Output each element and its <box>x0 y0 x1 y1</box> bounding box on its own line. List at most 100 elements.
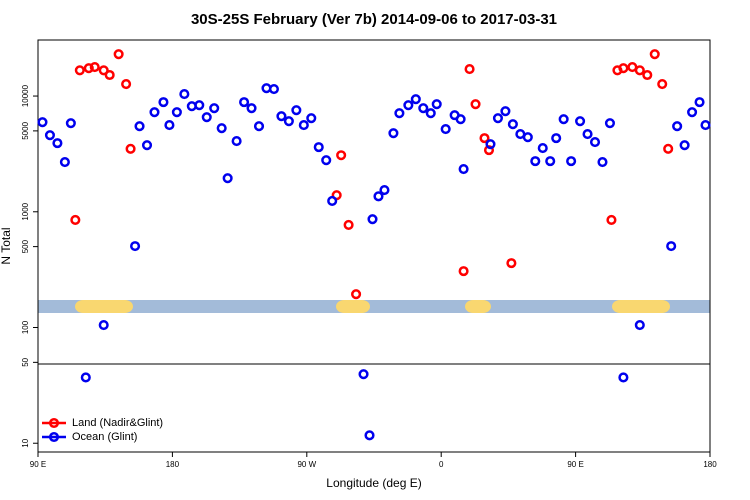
data-point <box>566 156 577 167</box>
data-point <box>388 128 399 139</box>
data-point <box>321 155 332 166</box>
y-tick-label: 1000 <box>21 202 30 220</box>
data-point <box>582 129 593 140</box>
y-tick-label: 500 <box>21 239 30 253</box>
data-point <box>313 142 324 153</box>
data-point <box>70 214 81 225</box>
y-tick-label: 5000 <box>21 121 30 139</box>
data-point <box>470 99 481 110</box>
data-point <box>364 430 375 441</box>
x-tick-label: 90 W <box>297 460 316 469</box>
x-tick-label: 180 <box>703 460 717 469</box>
data-point <box>694 97 705 108</box>
ocean-strip <box>38 300 710 313</box>
data-point <box>464 64 475 75</box>
data-point <box>283 116 294 127</box>
plot-frame <box>37 39 711 453</box>
data-point <box>327 195 338 207</box>
data-point <box>458 266 469 277</box>
data-point <box>246 103 257 114</box>
legend-marker <box>48 417 60 429</box>
data-point <box>222 173 233 184</box>
surface-strip <box>38 300 710 313</box>
data-point <box>606 214 617 225</box>
x-tick-label: 0 <box>439 460 444 469</box>
data-point <box>367 214 378 225</box>
x-tick-label: 180 <box>166 460 180 469</box>
land-segment <box>336 300 370 313</box>
data-point <box>336 150 347 161</box>
data-point <box>679 140 690 151</box>
data-point <box>700 120 711 131</box>
x-tick-label: 90 E <box>30 460 46 469</box>
data-point <box>410 94 421 105</box>
y-tick-label: 10000 <box>21 84 30 107</box>
data-point <box>522 132 533 143</box>
data-point <box>403 100 414 111</box>
data-point <box>642 69 653 81</box>
data-point <box>351 289 362 300</box>
data-point <box>52 138 63 149</box>
chart-title: 30S-25S February (Ver 7b) 2014-09-06 to … <box>191 11 557 28</box>
data-point <box>394 108 405 119</box>
data-point <box>418 103 429 114</box>
data-point <box>485 139 496 150</box>
x-axis-label: Longitude (deg E) <box>326 476 421 490</box>
data-point <box>492 113 503 124</box>
data-point <box>455 114 466 125</box>
data-point <box>80 372 91 383</box>
data-point <box>239 97 250 108</box>
data-point <box>634 65 645 76</box>
data-point <box>164 120 175 131</box>
data-point <box>216 123 227 134</box>
data-point <box>194 100 205 111</box>
data-point <box>65 118 76 129</box>
data-point <box>589 137 601 148</box>
data-point <box>431 99 442 110</box>
x-tick-label: 90 E <box>567 460 583 469</box>
data-point <box>687 107 698 118</box>
data-point <box>291 105 302 116</box>
y-tick-label: 100 <box>21 320 30 334</box>
land-segment <box>75 300 133 313</box>
data-point <box>89 62 100 73</box>
data-point <box>500 106 511 117</box>
land-segment <box>612 300 670 313</box>
y-tick-label: 10 <box>21 438 30 447</box>
data-point <box>141 140 153 151</box>
data-point <box>634 320 645 331</box>
legend-marker <box>48 431 60 443</box>
data-point <box>507 119 518 130</box>
data-point <box>104 69 115 81</box>
data-point <box>298 120 309 131</box>
data-point <box>158 97 169 108</box>
data-point <box>149 107 160 118</box>
data-point <box>343 219 354 230</box>
data-point <box>268 83 279 95</box>
data-point <box>231 136 242 147</box>
data-point <box>483 145 495 156</box>
data-point <box>373 191 384 202</box>
data-point <box>506 258 517 269</box>
data-point <box>657 78 668 90</box>
legend-label: Ocean (Glint) <box>72 431 137 443</box>
y-tick-label: 50 <box>21 357 30 366</box>
data-point <box>171 107 182 118</box>
data-point <box>83 63 94 74</box>
data-point <box>597 156 608 168</box>
data-point <box>276 111 287 122</box>
data-point <box>666 241 677 252</box>
data-point <box>125 143 136 154</box>
data-point <box>253 121 265 132</box>
data-point <box>440 124 451 135</box>
land-segment <box>465 300 491 313</box>
data-point <box>179 89 190 100</box>
data-point <box>618 372 629 383</box>
data-point <box>425 108 436 119</box>
data-point <box>209 103 220 114</box>
data-point <box>98 65 109 76</box>
data-point <box>558 114 569 125</box>
data-point <box>618 63 629 74</box>
data-point <box>379 185 390 196</box>
